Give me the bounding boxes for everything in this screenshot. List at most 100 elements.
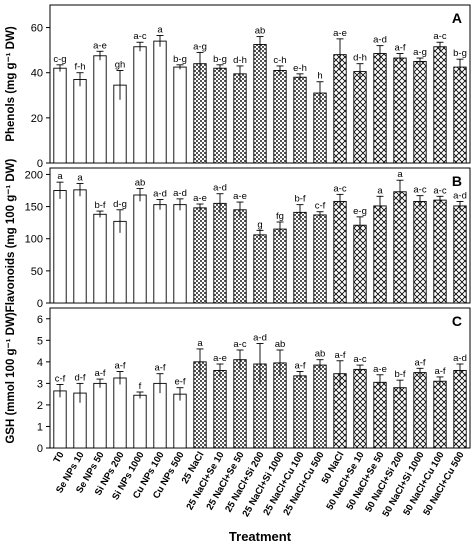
- significance-letter: a-g: [413, 47, 427, 58]
- significance-letter: a-d: [453, 353, 467, 364]
- significance-letter: b-f: [94, 200, 105, 211]
- bar: [133, 194, 147, 304]
- significance-letter: ab: [315, 349, 326, 360]
- bar: [173, 66, 187, 164]
- bar: [113, 220, 127, 304]
- y-tick-label: 0: [37, 443, 43, 455]
- y-tick-label: 2: [37, 400, 43, 412]
- significance-letter: a: [157, 24, 163, 35]
- significance-letter: a-c: [353, 354, 366, 365]
- significance-letter: a: [197, 338, 203, 349]
- bar: [453, 66, 467, 164]
- bar: [113, 377, 127, 449]
- significance-letter: a-d: [253, 333, 267, 344]
- x-tick-label: T0: [52, 450, 67, 465]
- significance-letter: a-e: [333, 28, 347, 39]
- panel-b: 0 50 100 150 200 Flavonoids (mg 100 g⁻¹ DW) Ba…: [5, 159, 471, 312]
- bar: [373, 205, 387, 304]
- bar: [293, 76, 307, 164]
- panel-c: 0 1 2 3 4 5 6 GSH (mmol 100 g⁻¹ DW) Cc-f d-f a-f a-…: [5, 307, 471, 519]
- bar: [253, 44, 267, 164]
- bar: [453, 205, 467, 304]
- bar: [353, 368, 367, 449]
- bar: [413, 372, 427, 449]
- significance-letter: ab: [135, 178, 146, 189]
- bar: [133, 46, 147, 164]
- significance-letter: fg: [276, 211, 284, 222]
- significance-letter: a-c: [333, 183, 346, 194]
- significance-letter: ab: [255, 26, 266, 37]
- bar: [193, 63, 207, 164]
- significance-letter: a-f: [114, 361, 125, 372]
- significance-letter: a-c: [233, 339, 246, 350]
- bar: [393, 191, 407, 304]
- significance-letter: e-h: [293, 63, 307, 74]
- significance-letter: f: [139, 381, 142, 392]
- significance-letter: a-c: [133, 31, 146, 42]
- bar: [433, 46, 447, 164]
- bar: [193, 207, 207, 304]
- significance-letter: b-g: [213, 54, 227, 65]
- bar: [333, 200, 347, 304]
- significance-letter: c-g: [53, 54, 66, 65]
- significance-letter: a-d: [173, 188, 187, 199]
- significance-letter: a-c: [433, 185, 446, 196]
- bar: [373, 381, 387, 449]
- bar: [373, 53, 387, 164]
- significance-letter: a-d: [453, 190, 467, 201]
- bar: [153, 40, 167, 164]
- significance-letter: a-f: [94, 368, 105, 379]
- significance-letter: a-f: [154, 363, 165, 374]
- significance-letter: d-f: [74, 372, 85, 383]
- bar: [173, 204, 187, 304]
- bar: [413, 60, 427, 164]
- bar: [453, 370, 467, 449]
- panel-letter: C: [452, 313, 462, 329]
- bar: [293, 211, 307, 304]
- x-axis-title: Treatment: [229, 529, 292, 544]
- y-tick-label: 50: [31, 266, 43, 278]
- y-tick-label: 4: [37, 357, 43, 369]
- y-axis-title: Phenols (mg g⁻¹ DW): [5, 26, 17, 141]
- y-tick-label: 100: [25, 234, 43, 246]
- significance-letter: a-f: [434, 366, 445, 377]
- significance-letter: a-f: [394, 43, 405, 54]
- bar: [213, 202, 227, 304]
- significance-letter: h: [317, 71, 322, 82]
- significance-letter: a-e: [213, 353, 227, 364]
- bar: [53, 67, 67, 164]
- bar: [413, 200, 427, 304]
- significance-letter: a-f: [294, 361, 305, 372]
- significance-letter: c-h: [273, 55, 286, 66]
- bar: [93, 55, 107, 164]
- significance-letter: a-c: [413, 185, 426, 196]
- y-tick-label: 3: [37, 378, 43, 390]
- bar: [313, 214, 327, 304]
- significance-letter: gh: [115, 59, 126, 70]
- bar: [333, 54, 347, 164]
- y-tick-label: 40: [31, 68, 43, 80]
- y-tick-label: 5: [37, 335, 43, 347]
- significance-letter: a: [397, 169, 403, 180]
- bar: [53, 390, 67, 449]
- y-tick-label: 1: [37, 421, 43, 433]
- significance-letter: b-g: [453, 48, 467, 59]
- significance-letter: g: [257, 219, 262, 230]
- significance-letter: f-h: [74, 62, 85, 73]
- significance-letter: a: [77, 172, 83, 183]
- bar: [93, 382, 107, 449]
- significance-letter: b-f: [394, 369, 405, 380]
- bar: [153, 204, 167, 304]
- significance-letter: a-f: [334, 350, 345, 361]
- bar: [313, 364, 327, 449]
- bar: [93, 213, 107, 304]
- bar: [433, 199, 447, 304]
- bar: [233, 359, 247, 449]
- y-tick-label: 200: [25, 169, 43, 181]
- y-tick-label: 0: [37, 158, 43, 170]
- significance-letter: a-f: [414, 357, 425, 368]
- significance-letter: c-f: [55, 373, 66, 384]
- significance-letter: d-h: [353, 53, 367, 64]
